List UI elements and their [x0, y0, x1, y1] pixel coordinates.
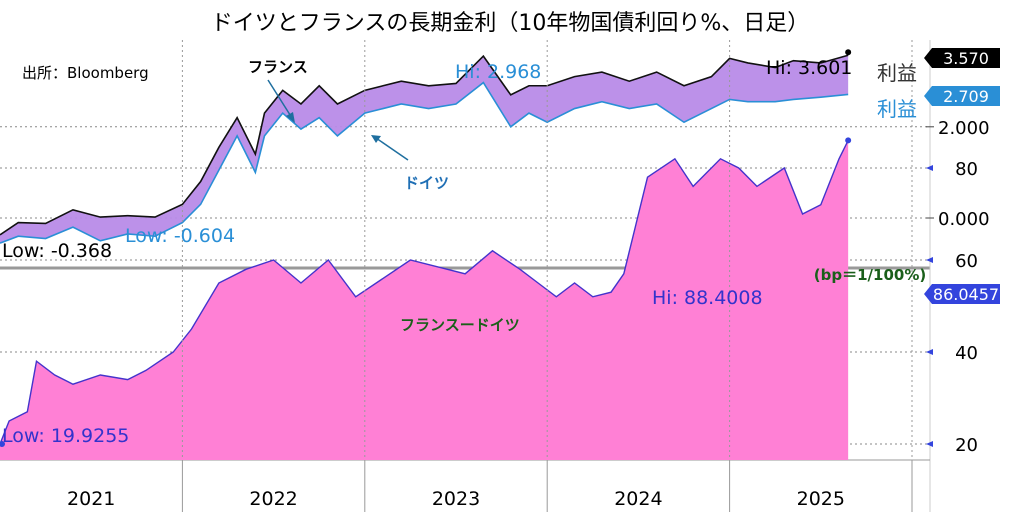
bottom-y-tick-label: 20 — [955, 435, 978, 456]
france-arrow — [267, 79, 295, 123]
spread-low-marker — [0, 441, 5, 447]
bottom-y-tick-label: 60 — [955, 251, 978, 272]
bottom-tick-marker — [926, 349, 933, 355]
x-tick-label: 2021 — [67, 488, 115, 510]
germany-last-value: 2.709 — [943, 87, 989, 106]
france-yield-line — [0, 54, 849, 236]
top-y-tick-label: 0.000 — [938, 209, 990, 230]
bottom-tick-marker — [926, 257, 933, 263]
germany-last-label: 利益 — [877, 97, 917, 121]
france-high-label: Hi: 3.601 — [766, 57, 852, 79]
source-label: 出所：Bloomberg — [22, 64, 149, 82]
spread-last-tag: 86.0457 — [924, 284, 1000, 304]
unit-label: (bp＝1/100%) — [814, 266, 926, 284]
france-high-marker — [845, 49, 852, 56]
germany-yield-line — [0, 81, 849, 244]
france-last-tag: 3.570 — [924, 48, 1000, 68]
spread-line — [0, 140, 849, 445]
top-grid: 2.000 0.000 — [0, 118, 990, 230]
france-series-label: フランス — [248, 58, 308, 76]
top-y-tick-label: 2.000 — [938, 118, 990, 139]
bottom-plot — [0, 137, 852, 460]
x-tick-label: 2022 — [249, 488, 297, 510]
x-tick-label: 2024 — [614, 488, 662, 510]
spread-high-label: Hi: 88.4008 — [652, 287, 763, 309]
bottom-y-tick-label: 40 — [955, 343, 978, 364]
spread-low-label: Low: 19.9255 — [2, 425, 129, 447]
bottom-tick-marker — [926, 165, 933, 171]
france-last-value: 3.570 — [943, 49, 989, 68]
top-plot — [0, 49, 852, 244]
germany-last-tag: 2.709 — [924, 86, 1000, 106]
spread-high-marker — [845, 137, 852, 144]
chart-title: ドイツとフランスの長期金利（10年物国債利回り%、日足） — [211, 11, 809, 36]
x-tick-label: 2023 — [432, 488, 480, 510]
x-axis: 2021 2022 2023 2024 2025 — [67, 40, 913, 512]
germany-arrow — [371, 135, 409, 161]
bottom-tick-marker — [926, 441, 933, 447]
france-low-label: Low: -0.368 — [2, 240, 112, 262]
spread-area — [0, 140, 849, 460]
x-tick-label: 2025 — [797, 488, 845, 510]
spread-series-label: フランスードイツ — [400, 316, 520, 334]
germany-low-label: Low: -0.604 — [125, 225, 235, 247]
germany-series-label: ドイツ — [404, 174, 449, 192]
germany-high-label: Hi: 2.968 — [455, 61, 541, 83]
yield-spread-band — [0, 55, 849, 244]
spread-last-value: 86.0457 — [933, 285, 999, 304]
bottom-y-tick-label: 80 — [955, 159, 978, 180]
france-last-label: 利益 — [877, 61, 917, 85]
